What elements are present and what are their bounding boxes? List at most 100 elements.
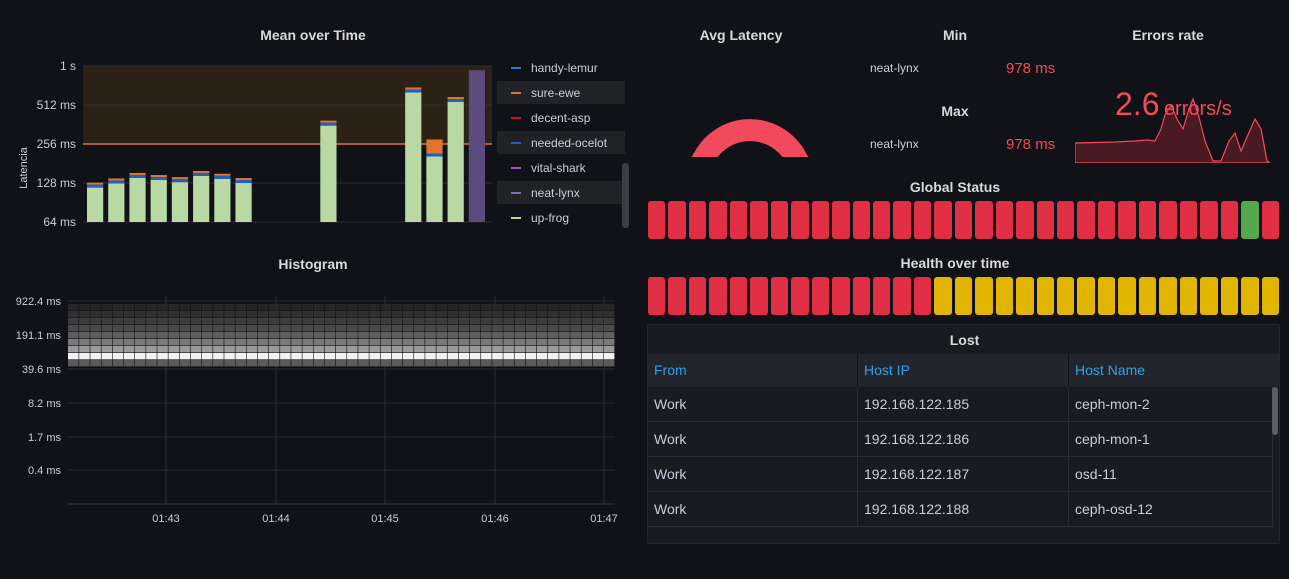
heatmap-cell [603,304,615,311]
heatmap-cell [268,346,280,353]
status-cell[interactable] [954,201,973,239]
heatmap-cell [313,353,325,360]
legend-item[interactable]: neat-lynx [497,181,625,204]
status-cell[interactable] [811,201,830,239]
bar [405,92,422,222]
status-cell[interactable] [995,201,1014,239]
status-cell[interactable] [770,277,789,315]
heatmap-cell [313,318,325,325]
legend-scrollbar[interactable] [622,163,629,228]
status-cell[interactable] [688,277,707,315]
avg-latency-value: 978 ms [724,126,776,143]
status-cell[interactable] [1241,201,1259,239]
heatmap-cell [503,353,514,360]
status-cell[interactable] [1057,201,1075,239]
heatmap-cell [503,332,514,339]
status-cell[interactable] [1118,201,1136,239]
status-cell[interactable] [709,201,727,239]
status-cell[interactable] [1220,277,1239,315]
heatmap-cell [179,311,191,318]
status-cell[interactable] [668,201,686,239]
legend-item[interactable]: decent-asp [497,106,625,129]
bar-segment [235,178,252,180]
status-cell[interactable] [811,277,830,315]
status-cell[interactable] [729,201,748,239]
heatmap-cell [68,353,79,360]
status-cell[interactable] [791,277,809,315]
status-cell[interactable] [975,277,993,315]
legend-item[interactable]: handy-lemur [497,56,625,79]
status-cell[interactable] [913,201,932,239]
status-cell[interactable] [1077,201,1095,239]
status-cell[interactable] [770,201,789,239]
heatmap-cell [548,339,559,346]
legend-item[interactable]: needed-ocelot [497,131,625,154]
status-cell[interactable] [648,277,666,315]
heatmap-cell [224,318,235,325]
status-cell[interactable] [1097,277,1116,315]
status-cell[interactable] [1241,277,1259,315]
status-cell[interactable] [872,277,891,315]
status-cell[interactable] [1036,201,1055,239]
status-cell[interactable] [893,201,911,239]
status-cell[interactable] [1138,201,1157,239]
status-cell[interactable] [1118,277,1136,315]
heatmap-cell [581,325,593,332]
column-header-host-name[interactable]: Host Name [1069,354,1279,387]
column-header-from[interactable]: From [648,354,858,387]
status-cell[interactable] [1016,201,1034,239]
status-cell[interactable] [1159,277,1177,315]
status-cell[interactable] [648,201,666,239]
bar-segment [108,178,125,181]
heatmap-cell [168,332,180,339]
status-cell[interactable] [1159,201,1177,239]
status-cell[interactable] [1016,277,1034,315]
status-cell[interactable] [995,277,1014,315]
heatmap-cell [235,318,247,325]
status-cell[interactable] [934,277,952,315]
status-cell[interactable] [1261,277,1279,315]
status-cell[interactable] [729,277,748,315]
status-cell[interactable] [913,277,932,315]
legend-item[interactable]: sure-ewe [497,81,625,104]
status-cell[interactable] [688,201,707,239]
status-cell[interactable] [1097,201,1116,239]
bar [426,156,443,222]
heatmap-cell [514,346,526,353]
status-cell[interactable] [668,277,686,315]
status-cell[interactable] [975,201,993,239]
status-cell[interactable] [750,201,768,239]
status-cell[interactable] [893,277,911,315]
heatmap-cell [291,339,302,346]
table-scrollbar[interactable] [1272,387,1278,435]
heatmap-cell [224,353,235,360]
status-cell[interactable] [1057,277,1075,315]
column-header-host-ip[interactable]: Host IP [858,354,1069,387]
status-cell[interactable] [1200,201,1218,239]
status-cell[interactable] [832,277,850,315]
status-cell[interactable] [852,277,870,315]
legend-item[interactable]: vital-shark [497,156,625,179]
status-cell[interactable] [1220,201,1239,239]
status-cell[interactable] [1138,277,1157,315]
status-cell[interactable] [791,201,809,239]
heatmap-cell [268,311,280,318]
status-cell[interactable] [832,201,850,239]
status-cell[interactable] [1179,201,1198,239]
status-cell[interactable] [709,277,727,315]
status-cell[interactable] [1179,277,1198,315]
status-cell[interactable] [1261,201,1279,239]
status-cell[interactable] [1036,277,1055,315]
status-cell[interactable] [872,201,891,239]
status-cell[interactable] [750,277,768,315]
status-cell[interactable] [954,277,973,315]
y-tick-label: 256 ms [37,137,76,151]
status-cell[interactable] [934,201,952,239]
status-cell[interactable] [1200,277,1218,315]
status-cell[interactable] [852,201,870,239]
legend-item[interactable]: up-frog [497,206,625,229]
status-cell[interactable] [1077,277,1095,315]
heatmap-cell [213,318,224,325]
heatmap-cell [603,360,615,367]
heatmap-cell [190,318,202,325]
